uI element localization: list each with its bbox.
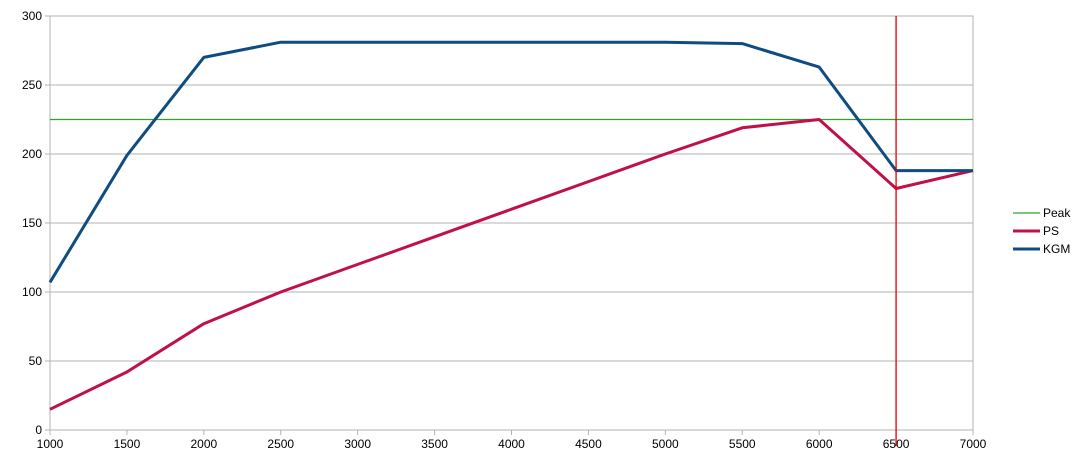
x-tick-label: 1000 bbox=[37, 437, 64, 451]
y-tick-label: 300 bbox=[22, 9, 42, 23]
legend: Peak PS KGM bbox=[1013, 206, 1071, 256]
x-tick-label: 5500 bbox=[729, 437, 756, 451]
y-tick-label: 150 bbox=[22, 216, 42, 230]
y-tick-label: 50 bbox=[29, 354, 43, 368]
x-tick-label: 4000 bbox=[498, 437, 525, 451]
series-line-ps bbox=[49, 118, 974, 411]
y-tick-label: 200 bbox=[22, 147, 42, 161]
x-tick-label: 3000 bbox=[344, 437, 371, 451]
series bbox=[48, 16, 974, 446]
x-tick-label: 7000 bbox=[960, 437, 987, 451]
x-tick-label: 6000 bbox=[806, 437, 833, 451]
x-tick-label: 3500 bbox=[421, 437, 448, 451]
x-tick-label: 2000 bbox=[190, 437, 217, 451]
series-line-kgm bbox=[48, 40, 973, 284]
x-tick-label: 2500 bbox=[267, 437, 294, 451]
y-tick-label: 0 bbox=[35, 423, 42, 437]
y-axis: 0 50 100 150 200 250 300 bbox=[22, 9, 50, 437]
x-tick-label: 1500 bbox=[114, 437, 141, 451]
y-tick-label: 100 bbox=[22, 285, 42, 299]
legend-label-kgm: KGM bbox=[1043, 242, 1070, 256]
legend-label-ps: PS bbox=[1043, 224, 1059, 238]
x-tick-label: 5000 bbox=[652, 437, 679, 451]
x-tick-label: 4500 bbox=[575, 437, 602, 451]
legend-label-peak: Peak bbox=[1043, 206, 1071, 220]
x-axis: 1000 1500 2000 2500 3000 3500 4000 4500 5000 5500… bbox=[37, 430, 987, 451]
y-tick-label: 250 bbox=[22, 78, 42, 92]
